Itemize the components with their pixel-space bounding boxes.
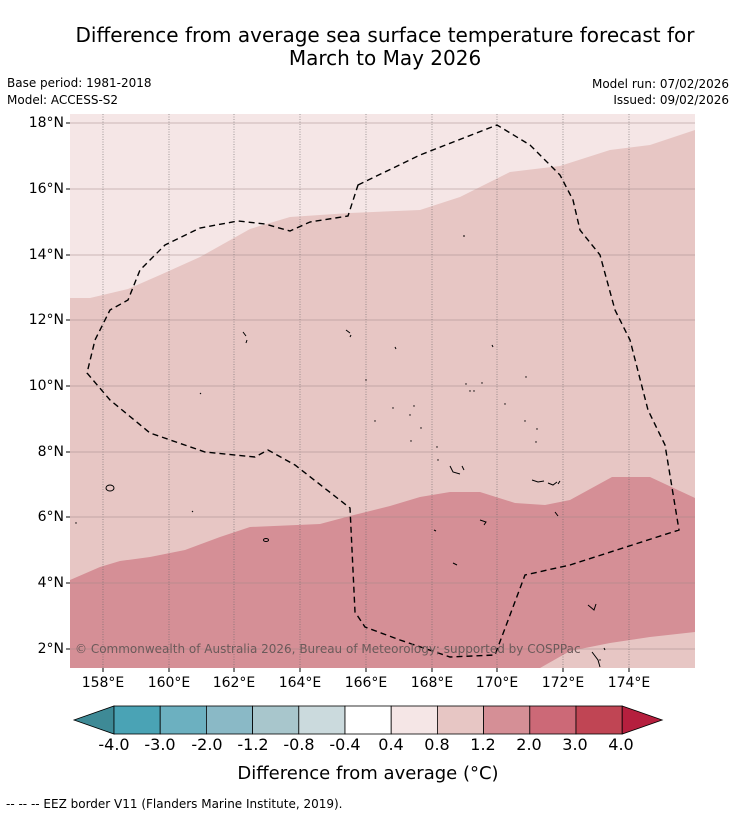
lon-label: 170°E [475,675,519,691]
lon-label: 158°E [81,675,125,691]
eez-border-line-icon [86,124,680,658]
island-icon [587,603,606,651]
lon-label: 162°E [212,675,256,691]
island-outline-icons [105,235,606,668]
colorbar-tick-label: 2.0 [516,735,542,754]
anomaly-field [70,114,695,668]
island-icon [433,529,437,532]
model-text: Model: ACCESS-S2 [7,93,119,107]
lon-label: 166°E [344,675,388,691]
lat-label: 4°N [37,575,64,591]
lat-label: 6°N [37,509,64,525]
latitude-lines [70,122,695,650]
lat-label: 18°N [28,115,64,131]
lat-label: 8°N [37,444,64,460]
issued-text: Issued: 09/02/2026 [613,93,729,107]
colorbar-tick-label: -3.0 [144,735,176,754]
lon-label: 174°E [607,675,651,691]
lon-label: 168°E [410,675,454,691]
colorbar [72,705,664,735]
island-icon [554,511,559,517]
eez-border-legend: -- -- -- EEZ border V11 (Flanders Marine… [6,797,343,811]
colorbar-tick-label: 3.0 [562,735,588,754]
colorbar-tick-label: -0.4 [329,735,361,754]
lon-label: 172°E [541,675,585,691]
lat-label: 12°N [28,312,64,328]
colorbar-extend-max [621,705,664,735]
colorbar-segment [159,705,207,735]
chart-title-line-2: March to May 2026 [288,46,482,70]
colorbar-tick-label: -0.8 [283,735,315,754]
base-period-text: Base period: 1981-2018 [7,76,152,90]
lat-label: 14°N [28,247,64,263]
island-icon [479,519,487,526]
colorbar-segment [483,705,531,735]
island-icon [242,331,248,344]
atoll-dots [75,376,601,661]
colorbar-tick-label: 1.2 [470,735,496,754]
lat-label: 2°N [37,641,64,657]
island-icon [449,465,465,475]
colorbar-extend-min [72,705,115,735]
band-1.2-2.0 [70,477,695,668]
lon-label: 160°E [147,675,191,691]
colorbar-tick-label: -4.0 [98,735,130,754]
colorbar-tick-label: 0.8 [424,735,450,754]
island-icon [345,329,352,338]
island-icon [263,538,269,542]
colorbar-segment [344,705,392,735]
colorbar-segment [529,705,577,735]
lon-label: 164°E [278,675,322,691]
colorbar-tick-label: 0.4 [378,735,404,754]
colorbar-segment [113,705,161,735]
colorbar-segment [390,705,438,735]
island-icon [531,479,561,486]
axis-ticks [66,122,630,672]
colorbar-segment [298,705,346,735]
colorbar-segment [436,705,484,735]
lat-label: 16°N [28,181,64,197]
copyright-text: © Commonwealth of Australia 2026, Bureau… [75,642,581,656]
island-icon [452,562,458,566]
colorbar-segment [252,705,300,735]
island-icon [105,484,115,492]
colorbar-tick-label: -1.2 [237,735,269,754]
model-run-text: Model run: 07/02/2026 [591,77,729,91]
chart-title-line-1: Difference from average sea surface temp… [75,23,695,47]
colorbar-title: Difference from average (°C) [237,763,499,784]
island-icon [591,651,601,668]
colorbar-tick-label: 4.0 [608,735,634,754]
island-icon [191,344,494,513]
lat-label: 10°N [28,378,64,394]
colorbar-segment [205,705,253,735]
colorbar-tick-label: -2.0 [191,735,223,754]
colorbar-segment [575,705,623,735]
